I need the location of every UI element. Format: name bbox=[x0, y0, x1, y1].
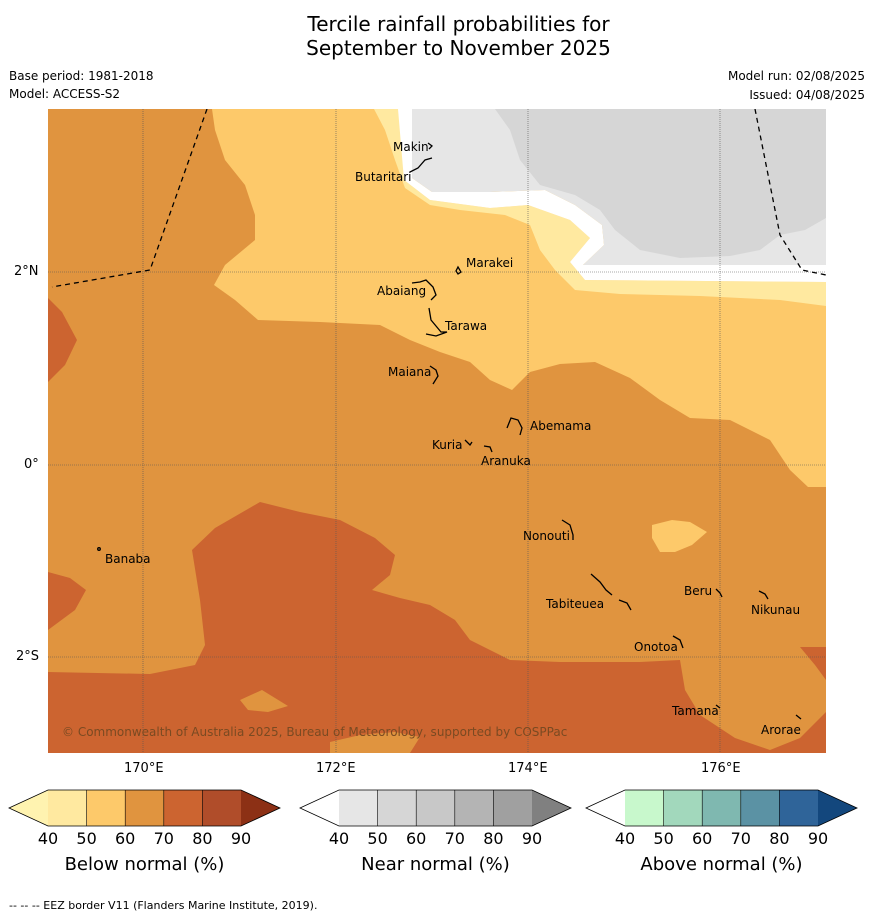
colorbar-tick-label: 50 bbox=[653, 829, 674, 848]
colorbar-tick-label: 90 bbox=[807, 829, 829, 848]
colorbar-1 bbox=[8, 789, 281, 827]
colorbar-segment bbox=[202, 790, 241, 826]
colorbar-right-extension bbox=[241, 790, 280, 826]
colorbar-tick-label: 70 bbox=[730, 829, 751, 848]
colorbar-segment bbox=[663, 790, 703, 826]
label-nikunau: Nikunau bbox=[751, 603, 800, 617]
label-abaiang: Abaiang bbox=[377, 284, 426, 298]
near-normal-50-60-region bbox=[495, 109, 826, 258]
colorbar-tick-label: 90 bbox=[521, 829, 543, 848]
label-onotoa: Onotoa bbox=[634, 640, 678, 654]
base-period: Base period: 1981-2018 bbox=[9, 69, 154, 83]
colorbar-tick-label: 80 bbox=[192, 829, 213, 848]
below-normal-60-70-patch-lower bbox=[330, 732, 420, 753]
colorbar-segment bbox=[702, 790, 741, 826]
colorbar-segment bbox=[86, 790, 126, 826]
model-run: Model run: 02/08/2025 bbox=[727, 69, 865, 83]
below-normal-70-80-region bbox=[48, 502, 826, 753]
colorbar-segment bbox=[779, 790, 818, 826]
colorbar-tick-label: 80 bbox=[769, 829, 790, 848]
colorbar-tick-label: 40 bbox=[37, 829, 59, 848]
label-tamana: Tamana bbox=[671, 704, 719, 718]
colorbar-tick-label: 60 bbox=[692, 829, 713, 848]
label-banaba: Banaba bbox=[105, 552, 151, 566]
label-makin: Makin bbox=[393, 140, 429, 154]
colorbar-tick-label: 40 bbox=[328, 829, 350, 848]
colorbar-tick-label: 90 bbox=[230, 829, 252, 848]
graticule bbox=[48, 109, 826, 753]
colorbar-tick-label: 70 bbox=[444, 829, 465, 848]
label-marakei: Marakei bbox=[466, 256, 513, 270]
model-name: Model: ACCESS-S2 bbox=[9, 87, 121, 101]
colorbar-tick-label: 50 bbox=[367, 829, 388, 848]
colorbar-2 bbox=[299, 789, 572, 827]
place-labels: Makin Butaritari Marakei Abaiang Tarawa … bbox=[105, 140, 801, 737]
label-nonouti: Nonouti bbox=[523, 529, 570, 543]
below-normal-50-60-patch bbox=[652, 520, 707, 552]
colorbar-segment bbox=[454, 790, 494, 826]
colorbar-outline bbox=[8, 789, 281, 827]
title-line-2: September to November 2025 bbox=[306, 36, 611, 60]
label-beru: Beru bbox=[684, 584, 712, 598]
below-normal-70-80-left-lobe bbox=[48, 572, 86, 630]
label-tabiteuea: Tabiteuea bbox=[545, 597, 604, 611]
colorbar-title: Below normal (%) bbox=[64, 854, 225, 875]
colorbar-segment bbox=[125, 790, 164, 826]
colorbar-tick-label: 70 bbox=[153, 829, 174, 848]
colorbar-segment bbox=[493, 790, 532, 826]
copyright-notice: © Commonwealth of Australia 2025, Bureau… bbox=[62, 725, 567, 739]
colorbar-right-extension bbox=[532, 790, 571, 826]
colorbar-right-extension bbox=[818, 790, 857, 826]
below-normal-70-80-left-edge bbox=[48, 298, 77, 382]
title-line-1: Tercile rainfall probabilities for bbox=[307, 12, 610, 36]
eez-border bbox=[51, 109, 826, 288]
label-butaritari: Butaritari bbox=[355, 170, 412, 184]
lon-label-172e: 172°E bbox=[316, 761, 356, 776]
colorbar-tick-label: 50 bbox=[76, 829, 97, 848]
label-tarawa: Tarawa bbox=[444, 319, 487, 333]
colorbar-segment bbox=[625, 790, 664, 826]
label-abemama: Abemama bbox=[530, 419, 591, 433]
colorbar-segment bbox=[377, 790, 417, 826]
colorbars bbox=[8, 789, 858, 827]
colorbar-tick-label: 40 bbox=[614, 829, 636, 848]
colorbar-outline bbox=[299, 789, 572, 827]
island-outlines bbox=[97, 142, 802, 720]
colorbar-title: Above normal (%) bbox=[640, 854, 803, 875]
colorbar-title: Near normal (%) bbox=[361, 854, 510, 875]
colorbar-segment bbox=[740, 790, 780, 826]
issued-date: Issued: 04/08/2025 bbox=[749, 88, 865, 102]
colorbar-segment bbox=[339, 790, 378, 826]
label-aranuka: Aranuka bbox=[481, 454, 531, 468]
colorbar-segment bbox=[48, 790, 87, 826]
lat-label-0: 0° bbox=[24, 457, 39, 472]
below-normal-60-70-patch-bottom bbox=[240, 690, 288, 712]
label-kuria: Kuria bbox=[432, 438, 463, 452]
below-normal-40-50-band bbox=[374, 109, 826, 306]
lat-label-2n: 2°N bbox=[14, 264, 39, 279]
lat-label-2s: 2°S bbox=[16, 649, 40, 664]
lon-label-176e: 176°E bbox=[701, 761, 741, 776]
eez-footnote: -- -- -- EEZ border V11 (Flanders Marine… bbox=[9, 899, 318, 912]
colorbar-outline bbox=[585, 789, 858, 827]
colorbar-left-extension bbox=[586, 790, 625, 826]
colorbar-left-extension bbox=[300, 790, 339, 826]
colorbar-tick-label: 60 bbox=[115, 829, 136, 848]
colorbar-segment bbox=[163, 790, 203, 826]
lon-label-174e: 174°E bbox=[508, 761, 548, 776]
colorbar-left-extension bbox=[9, 790, 48, 826]
label-arorae: Arorae bbox=[761, 723, 801, 737]
lon-label-170e: 170°E bbox=[124, 761, 164, 776]
colorbar-tick-label: 80 bbox=[483, 829, 504, 848]
colorbar-3 bbox=[585, 789, 858, 827]
colorbar-segment bbox=[416, 790, 455, 826]
probability-field: © Commonwealth of Australia 2025, Bureau… bbox=[48, 109, 826, 753]
white-gap bbox=[398, 109, 826, 282]
label-maiana: Maiana bbox=[388, 365, 431, 379]
colorbar-tick-label: 60 bbox=[406, 829, 427, 848]
